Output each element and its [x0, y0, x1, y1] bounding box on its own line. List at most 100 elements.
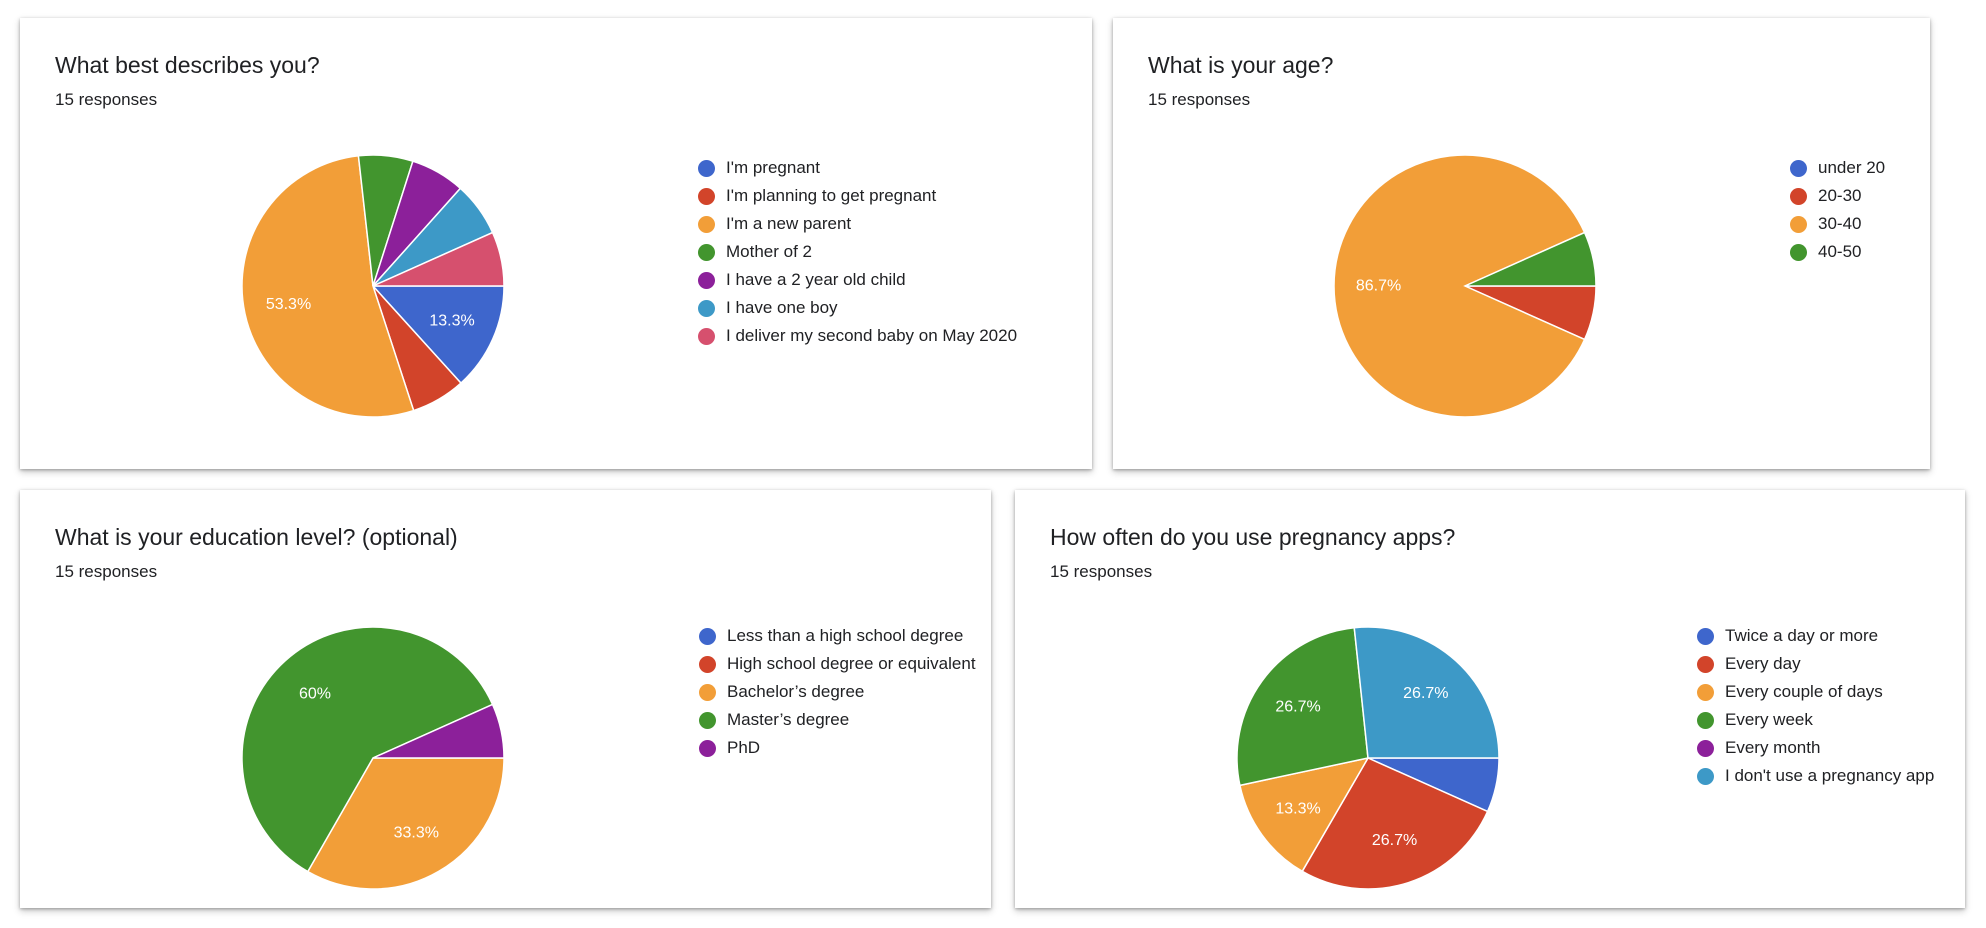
pie-slice-master-s-degree: [241, 626, 494, 873]
legend-label: I'm planning to get pregnant: [726, 186, 937, 205]
legend-item: Every month: [1697, 734, 1934, 762]
chart-card-app-usage: How often do you use pregnancy apps? 15 …: [1015, 490, 1965, 908]
legend-item: under 20: [1790, 154, 1885, 182]
legend-item: PhD: [699, 734, 976, 762]
pie-slice-40-50: [1464, 231, 1597, 287]
legend-label: I have a 2 year old child: [726, 270, 906, 289]
pie-slice-i-m-pregnant: [371, 285, 505, 385]
pie-slice-every-couple-of-days: [1238, 756, 1370, 873]
legend-label: I'm pregnant: [726, 158, 820, 177]
legend-swatch: [699, 627, 716, 645]
legend-item: Bachelor’s degree: [699, 678, 976, 706]
chart-title: How often do you use pregnancy apps?: [1050, 524, 1456, 550]
slice-percent-label: 86.7%: [1356, 278, 1401, 295]
legend-swatch: [698, 271, 715, 289]
pie-slice-phd: [372, 703, 505, 759]
slice-percent-label: 33.3%: [394, 824, 439, 841]
pie-slice-i-don-t-use-a-pregnancy-app: [1353, 626, 1500, 759]
pie-slice-i-deliver-my-second-baby-on-may-2020: [372, 231, 505, 287]
legend-label: Every week: [1725, 710, 1813, 729]
chart-card-describes: What best describes you? 15 responses 13…: [20, 18, 1092, 469]
legend-item: Every day: [1697, 650, 1934, 678]
legend-swatch: [699, 655, 716, 673]
legend-label: Mother of 2: [726, 242, 812, 261]
legend-label: Master’s degree: [727, 710, 850, 729]
legend-item: 20-30: [1790, 182, 1885, 210]
legend-label: Bachelor’s degree: [727, 682, 865, 701]
pie-chart: 86.7%: [1333, 154, 1597, 418]
legend-item: Less than a high school degree: [699, 622, 976, 650]
legend-swatch: [699, 711, 716, 729]
legend-swatch: [698, 299, 715, 317]
legend-item: I have one boy: [698, 294, 1017, 322]
legend-item: Every week: [1697, 706, 1934, 734]
legend-swatch: [698, 159, 715, 177]
legend-label: under 20: [1818, 158, 1886, 177]
legend-swatch: [1790, 243, 1807, 261]
legend-label: I'm a new parent: [726, 214, 852, 233]
legend-label: High school degree or equivalent: [727, 654, 976, 673]
chart-title: What best describes you?: [55, 52, 320, 78]
pie-slice-every-week: [1236, 626, 1369, 787]
legend-swatch: [1790, 187, 1807, 205]
legend-label: Every couple of days: [1725, 682, 1883, 701]
chart-title: What is your age?: [1148, 52, 1334, 78]
slice-percent-label: 26.7%: [1403, 685, 1448, 702]
legend-item: I'm pregnant: [698, 154, 1017, 182]
slice-percent-label: 53.3%: [266, 296, 311, 313]
legend-label: 30-40: [1818, 214, 1862, 233]
legend-item: I don't use a pregnancy app: [1697, 762, 1934, 790]
pie-chart: 33.3% 60%: [241, 626, 505, 890]
slice-percent-label: 60%: [299, 685, 331, 702]
legend-label: I have one boy: [726, 298, 838, 317]
legend-label: Twice a day or more: [1725, 626, 1879, 645]
legend-swatch: [1697, 627, 1714, 645]
legend-swatch: [1697, 767, 1714, 785]
legend-label: Every month: [1725, 738, 1821, 757]
chart-card-age: What is your age? 15 responses 86.7% und…: [1113, 18, 1930, 469]
legend-swatch: [1697, 739, 1714, 757]
chart-card-education: What is your education level? (optional)…: [20, 490, 991, 908]
legend-label: Less than a high school degree: [727, 626, 964, 645]
legend-item: 40-50: [1790, 238, 1885, 266]
chart-legend: Twice a day or more Every day Every couple…: [1697, 622, 1934, 790]
pie-slice-bachelor-s-degree: [306, 757, 505, 890]
chart-legend: Less than a high school degree High schoo…: [699, 622, 976, 762]
legend-swatch: [1790, 159, 1807, 177]
legend-label: 20-30: [1818, 186, 1862, 205]
legend-swatch: [698, 243, 715, 261]
legend-swatch: [699, 683, 716, 701]
legend-swatch: [1790, 215, 1807, 233]
response-count: 15 responses: [55, 90, 158, 109]
response-count: 15 responses: [1050, 562, 1153, 581]
legend-swatch: [699, 739, 716, 757]
legend-swatch: [1697, 683, 1714, 701]
slice-percent-label: 13.3%: [1275, 800, 1320, 817]
legend-item: Every couple of days: [1697, 678, 1934, 706]
legend-label: Every day: [1725, 654, 1801, 673]
legend-item: Mother of 2: [698, 238, 1017, 266]
pie-slice-30-40: [1333, 154, 1586, 418]
legend-label: I deliver my second baby on May 2020: [726, 326, 1018, 345]
pie-slice-every-day: [1301, 757, 1489, 890]
legend-item: 30-40: [1790, 210, 1885, 238]
response-count: 15 responses: [1148, 90, 1251, 109]
slice-percent-label: 26.7%: [1275, 699, 1320, 716]
legend-item: I have a 2 year old child: [698, 266, 1017, 294]
legend-item: Master’s degree: [699, 706, 976, 734]
legend-swatch: [698, 215, 715, 233]
chart-legend: under 20 20-30 30-40 40-50: [1790, 154, 1885, 266]
legend-item: Twice a day or more: [1697, 622, 1934, 650]
slice-percent-label: 13.3%: [429, 313, 474, 330]
pie-chart: 13.3% 53.3%: [241, 154, 505, 418]
legend-label: PhD: [727, 738, 761, 757]
legend-label: 40-50: [1818, 242, 1862, 261]
legend-swatch: [1697, 655, 1714, 673]
response-count: 15 responses: [55, 562, 158, 581]
legend-item: I'm a new parent: [698, 210, 1017, 238]
legend-swatch: [1697, 711, 1714, 729]
legend-label: I don't use a pregnancy app: [1725, 766, 1935, 785]
pie-slice-i-m-a-new-parent: [241, 154, 415, 418]
pie-chart: 26.7% 13.3% 26.7% 26.7%: [1236, 626, 1500, 890]
legend-item: High school degree or equivalent: [699, 650, 976, 678]
